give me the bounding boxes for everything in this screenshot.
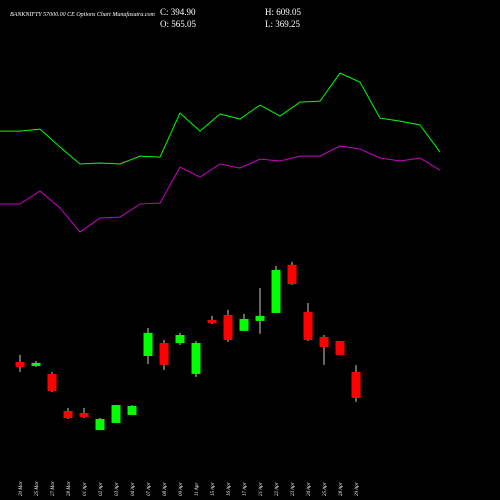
candle-body bbox=[15, 361, 25, 368]
x-tick-label: 21 Apr bbox=[259, 482, 264, 496]
open-label: O: 565.05 bbox=[160, 19, 197, 29]
chart-title: BANKNIFTY 57000.00 CE Options Chart Muna… bbox=[10, 11, 156, 18]
x-tick-label: 16 Apr bbox=[227, 482, 232, 496]
candle-body bbox=[191, 342, 201, 374]
candle-body bbox=[319, 337, 329, 347]
x-tick-label: 02 Apr bbox=[99, 482, 104, 496]
x-tick-label: 03 Apr bbox=[115, 482, 120, 496]
candle-body bbox=[287, 264, 297, 284]
x-tick-label: 22 Apr bbox=[275, 482, 280, 496]
close-label: C: 394.90 bbox=[160, 7, 196, 17]
candle-body bbox=[223, 314, 233, 340]
x-tick-label: 20 Mar bbox=[19, 481, 24, 496]
candle-body bbox=[335, 340, 345, 355]
candle-body bbox=[255, 315, 265, 321]
candle-body bbox=[303, 311, 313, 340]
candle-body bbox=[63, 411, 73, 419]
x-tick-label: 25 Apr bbox=[323, 482, 328, 496]
x-tick-label: 25 Mar bbox=[35, 481, 40, 496]
candle-body bbox=[351, 371, 361, 398]
candle-body bbox=[47, 373, 57, 391]
candle-body bbox=[111, 405, 121, 423]
x-tick-label: 28 Apr bbox=[339, 482, 344, 496]
candle-body bbox=[175, 335, 185, 343]
x-tick-label: 29 Apr bbox=[355, 482, 360, 496]
candle-body bbox=[207, 319, 217, 323]
x-tick-label: 11 Apr bbox=[195, 483, 200, 496]
x-tick-label: 15 Apr bbox=[211, 482, 216, 496]
candle-body bbox=[95, 418, 105, 431]
candle-body bbox=[127, 405, 137, 415]
candle-body bbox=[31, 362, 41, 366]
ma-line bbox=[0, 145, 441, 233]
x-tick-label: 07 Apr bbox=[147, 482, 152, 496]
x-tick-label: 17 Apr bbox=[243, 482, 248, 496]
x-tick-label: 04 Apr bbox=[131, 482, 136, 496]
x-tick-label: 24 Apr bbox=[307, 482, 312, 496]
high-label: H: 609.05 bbox=[265, 7, 302, 17]
x-tick-label: 08 Apr bbox=[163, 482, 168, 496]
x-tick-label: 28 Mar bbox=[67, 481, 72, 496]
x-tick-label: 27 Mar bbox=[51, 481, 56, 496]
x-tick-label: 09 Apr bbox=[179, 482, 184, 496]
candle-body bbox=[159, 342, 169, 365]
low-label: L: 369.25 bbox=[265, 19, 300, 29]
x-tick-label: 01 Apr bbox=[83, 482, 88, 496]
ma-line bbox=[0, 72, 441, 165]
candle-body bbox=[79, 412, 89, 417]
candle-body bbox=[271, 269, 281, 313]
x-tick-label: 23 Apr bbox=[291, 482, 296, 496]
candle-body bbox=[143, 332, 153, 356]
candle-body bbox=[239, 318, 249, 331]
